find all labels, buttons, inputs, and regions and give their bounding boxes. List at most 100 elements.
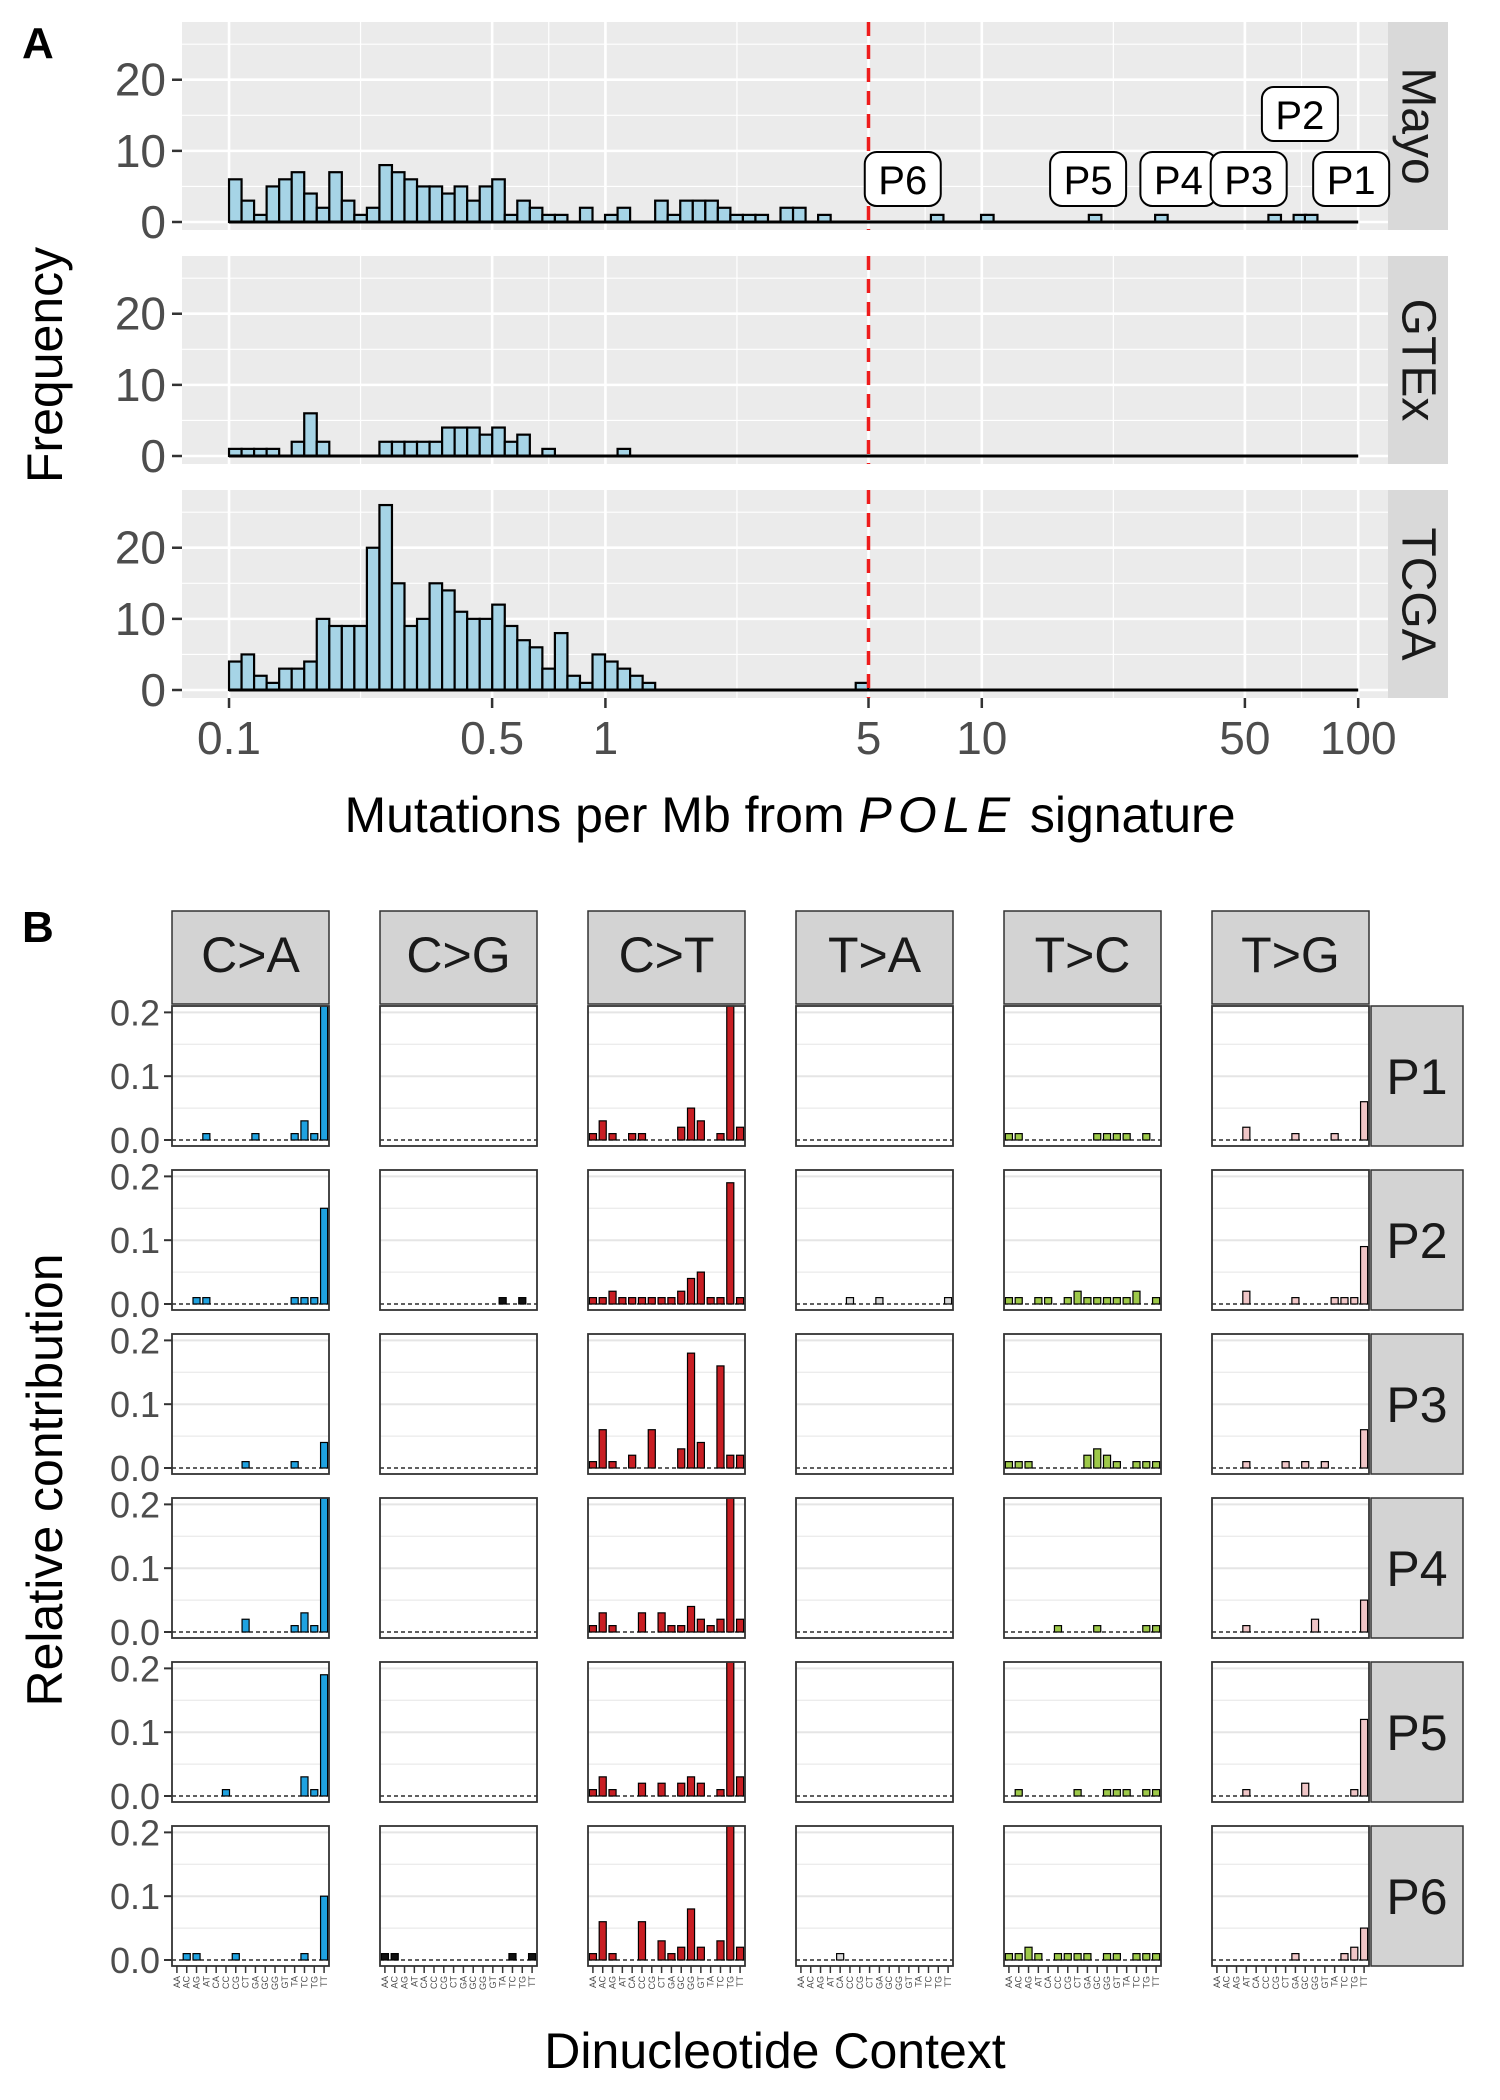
histogram-bar [415, 440, 431, 458]
contribution-bar [696, 1120, 705, 1141]
x-tick-label: AT [825, 1976, 835, 1987]
histogram-bar [516, 199, 531, 224]
contribution-bar [1142, 1625, 1151, 1633]
x-tick-label: CG [1271, 1976, 1281, 1990]
x-tick-label: TT [943, 1976, 953, 1987]
panel-b-xlabel: Dinucleotide Context [544, 2023, 1005, 2079]
x-tick-label: TC [507, 1976, 517, 1988]
x-tick-label: TG [309, 1976, 319, 1989]
panel-border [587, 1333, 746, 1475]
x-tick-label: GA [1290, 1976, 1300, 1989]
contribution-bar [677, 1625, 686, 1633]
column-strip [795, 910, 954, 1005]
contribution-bar [290, 1625, 299, 1633]
contribution-bar [1102, 1133, 1112, 1141]
x-tick-label: TA [498, 1976, 508, 1987]
histogram-bar [390, 440, 406, 458]
facet-strip-label: Mayo [1392, 67, 1445, 184]
contribution-bar [588, 1789, 598, 1797]
histogram-bar [290, 440, 306, 458]
histogram-bar [403, 178, 419, 224]
histogram-bar [691, 199, 707, 224]
column-strip [171, 910, 330, 1005]
panel-border [795, 1333, 954, 1475]
x-tick-label: AA [1212, 1976, 1222, 1988]
contribution-bar [637, 1782, 647, 1797]
contribution-bar [608, 1953, 617, 1961]
x-tick-label: GC [676, 1975, 686, 1989]
contribution-bar [518, 1297, 527, 1305]
histogram-bar [791, 206, 807, 224]
x-tick-label: TA [1330, 1976, 1340, 1987]
x-tick-label: GA [666, 1976, 676, 1989]
contribution-bar [598, 1612, 607, 1633]
contribution-bar [588, 1625, 598, 1633]
x-tick-label: GC [468, 1975, 478, 1989]
sample-label-box [863, 151, 942, 207]
panel-border [1003, 1497, 1162, 1639]
column-strip [1211, 910, 1370, 1005]
contribution-bar [202, 1297, 211, 1305]
contribution-bar [1014, 1297, 1023, 1305]
row-strip-label: P2 [1386, 1213, 1447, 1269]
panel-border [171, 1497, 330, 1639]
y-tick-label: 0.0 [110, 1612, 160, 1653]
x-tick-label: CA [211, 1976, 221, 1989]
histogram-bar [378, 163, 394, 224]
column-strip-label: T>G [1241, 927, 1340, 983]
facet-strip-Mayo [1388, 22, 1448, 230]
histogram-bar [378, 503, 394, 692]
histogram-bar [415, 185, 431, 224]
y-tick-label: 0.0 [110, 1120, 160, 1161]
contribution-bar [1073, 1953, 1082, 1961]
x-tick-label: CT [865, 1976, 875, 1988]
panel-border [1003, 1825, 1162, 1967]
row-strip [1370, 1825, 1464, 1967]
y-tick-label: 0 [140, 430, 166, 482]
panel-border [1003, 1169, 1162, 1311]
contribution-bar [1063, 1297, 1072, 1305]
histogram-bar [403, 440, 419, 458]
panel-border [171, 1169, 330, 1311]
histogram-bar [303, 412, 318, 458]
histogram-bar [403, 624, 419, 692]
sample-label: P5 [1064, 159, 1113, 203]
contribution-bar [1359, 1429, 1369, 1469]
x-tick-label: AT [617, 1976, 627, 1987]
y-tick-label: 0.2 [110, 1156, 160, 1197]
histogram-bar [503, 440, 519, 458]
contribution-bar [1359, 1101, 1369, 1141]
x-tick-label: GT [488, 1975, 498, 1988]
x-tick-label: CA [1251, 1976, 1261, 1989]
contribution-bar [300, 1776, 309, 1797]
row-strip-label: P6 [1386, 1869, 1447, 1925]
panel-border [1003, 1005, 1162, 1147]
x-tick-label: CA [1043, 1976, 1053, 1989]
x-tick-label: CC [1053, 1976, 1063, 1989]
x-tick-label: GT [696, 1975, 706, 1988]
x-tick-label: AG [1024, 1976, 1034, 1989]
x-tick-label: AC [390, 1976, 400, 1989]
x-tick-label: TC [923, 1976, 933, 1988]
x-tick-label: TG [1349, 1976, 1359, 1989]
panel-b-signature-grid: C>A C>G C>T T>A T>C T>G 0.0 0.1 0.2 P1 0.0 0.1 0.2 P2… [110, 910, 1464, 1990]
contribution-bar [598, 1297, 607, 1305]
histogram-bar [227, 660, 243, 692]
x-tick-label: CA [627, 1976, 637, 1989]
contribution-bar [726, 1454, 735, 1469]
y-tick-label: 0 [140, 196, 166, 248]
contribution-bar [677, 1290, 686, 1305]
contribution-bar [231, 1953, 240, 1961]
x-tick-label: CG [855, 1976, 865, 1990]
contribution-bar [1359, 1245, 1369, 1305]
histogram-bar [290, 171, 306, 224]
x-tick-label: AG [816, 1976, 826, 1989]
histogram-bar [616, 206, 632, 224]
histogram-bar [704, 199, 719, 224]
y-tick-label: 0.1 [110, 1876, 160, 1917]
contribution-bar [696, 1782, 705, 1797]
facet-strip-label: TCGA [1392, 527, 1445, 660]
contribution-bar [1142, 1133, 1151, 1141]
contribution-bar [608, 1133, 617, 1141]
